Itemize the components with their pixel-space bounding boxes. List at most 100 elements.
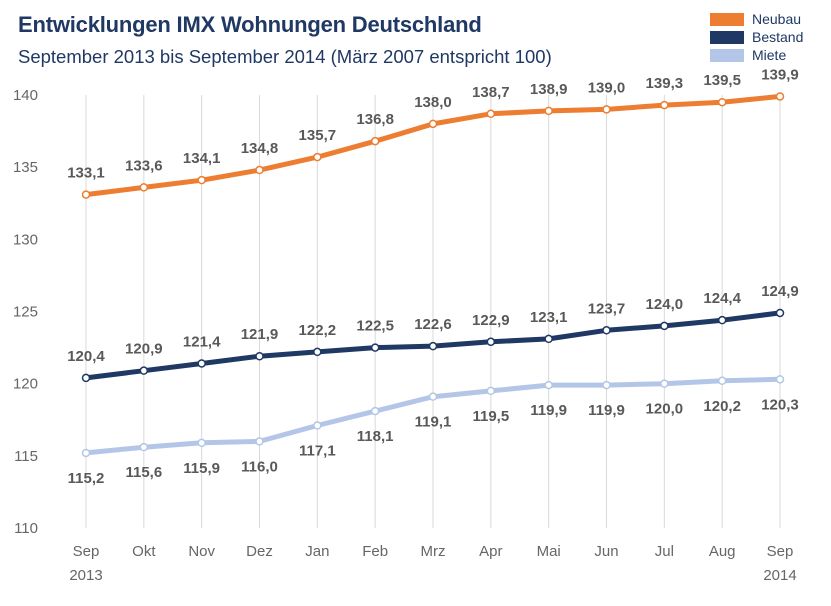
x-tick-label: Mrz [421, 543, 446, 560]
x-tick-year-label: 2013 [69, 567, 102, 584]
x-tick-year-label: 2014 [763, 567, 796, 584]
data-point [81, 448, 91, 458]
legend-swatch-neubau [710, 12, 744, 26]
data-point [370, 406, 380, 416]
data-point [660, 100, 669, 110]
x-tick-label: Nov [188, 543, 215, 560]
legend-swatch-bestand [710, 30, 744, 44]
data-labels: 133,1 133,6 134,1 134,8 135,7 136,8 138,0 138,7… [67, 66, 799, 487]
data-point [775, 375, 785, 384]
x-tick-label: Aug [709, 543, 736, 560]
data-point [313, 347, 322, 357]
legend-label-miete: Miete [752, 47, 787, 63]
data-label: 119,9 [588, 402, 625, 419]
data-label: 138,0 [414, 94, 452, 111]
y-tick-label: 140 [13, 87, 38, 104]
data-label: 138,9 [530, 81, 568, 98]
data-label: 120,4 [67, 348, 105, 365]
data-label: 122,2 [299, 322, 337, 339]
data-point [81, 190, 91, 199]
series-lines [81, 92, 785, 458]
data-label: 122,6 [414, 316, 452, 333]
data-point [370, 136, 380, 146]
data-label: 124,9 [761, 283, 799, 300]
data-point [717, 315, 727, 325]
data-label: 119,1 [415, 414, 452, 431]
y-tick-label: 115 [14, 448, 38, 465]
y-tick-label: 130 [13, 231, 38, 248]
data-point [486, 109, 496, 119]
data-point [486, 386, 496, 396]
x-tick-label: Feb [362, 543, 388, 560]
axis-ticks: 110 115 120 125 130 135 140 Sep 2013 Okt Nov Dez Jan… [13, 87, 797, 584]
legend: Neubau Bestand Miete [710, 10, 803, 64]
data-label: 120,3 [761, 396, 799, 413]
data-point [255, 437, 264, 446]
data-point [660, 321, 669, 331]
data-point [544, 334, 553, 344]
data-point [197, 438, 206, 448]
data-point [255, 165, 264, 175]
data-label: 134,1 [183, 150, 221, 167]
legend-label-bestand: Bestand [752, 29, 804, 45]
data-point [717, 97, 727, 107]
x-tick-label: Jun [594, 543, 618, 560]
data-point [139, 442, 149, 452]
data-label: 133,6 [125, 157, 163, 174]
data-label: 123,1 [530, 309, 568, 326]
legend-swatch-miete [710, 48, 744, 62]
legend-item-bestand: Bestand [710, 28, 803, 46]
data-label: 115,6 [125, 464, 162, 481]
data-point [428, 341, 438, 351]
data-point [428, 392, 438, 401]
data-point [602, 105, 611, 114]
data-label: 139,9 [761, 66, 799, 83]
y-tick-label: 125 [13, 304, 38, 321]
data-label: 122,5 [356, 318, 394, 335]
data-label: 121,9 [241, 326, 279, 343]
data-point [139, 183, 149, 192]
data-label: 135,7 [299, 127, 337, 144]
y-tick-label: 110 [14, 520, 38, 537]
data-point [255, 351, 264, 361]
x-tick-label: Apr [479, 543, 502, 560]
data-label: 136,8 [356, 111, 394, 128]
data-label: 121,4 [183, 333, 221, 350]
x-tick-label: Mai [537, 543, 561, 560]
data-label: 120,9 [125, 341, 163, 358]
x-tick-label: Jul [655, 543, 674, 560]
data-label: 139,5 [703, 72, 741, 89]
data-label: 117,1 [299, 443, 336, 460]
data-point [81, 373, 91, 383]
data-label: 139,0 [588, 79, 626, 96]
data-point [139, 366, 149, 375]
data-point [486, 337, 496, 347]
data-label: 138,7 [472, 84, 510, 101]
data-label: 120,0 [646, 401, 684, 418]
x-tick-label: Sep [73, 543, 100, 560]
data-point [428, 119, 438, 129]
legend-item-neubau: Neubau [710, 10, 803, 28]
data-label: 133,1 [67, 165, 105, 182]
data-label: 123,7 [588, 300, 626, 317]
y-tick-label: 135 [13, 159, 38, 176]
data-point [197, 359, 206, 368]
data-point [197, 175, 206, 185]
data-label: 115,9 [183, 460, 220, 477]
data-label: 119,5 [472, 408, 509, 425]
data-point [717, 376, 727, 386]
data-point [313, 152, 322, 162]
data-point [660, 379, 669, 388]
data-label: 116,0 [241, 458, 278, 475]
data-label: 122,9 [472, 312, 510, 329]
data-label: 118,1 [357, 428, 394, 445]
data-point [775, 308, 785, 318]
data-label: 120,2 [703, 398, 741, 415]
x-tick-label: Jan [305, 543, 329, 560]
data-point [775, 92, 785, 101]
x-tick-label: Okt [132, 543, 156, 560]
legend-item-miete: Miete [710, 46, 803, 64]
legend-label-neubau: Neubau [752, 11, 802, 27]
data-label: 134,8 [241, 140, 279, 157]
